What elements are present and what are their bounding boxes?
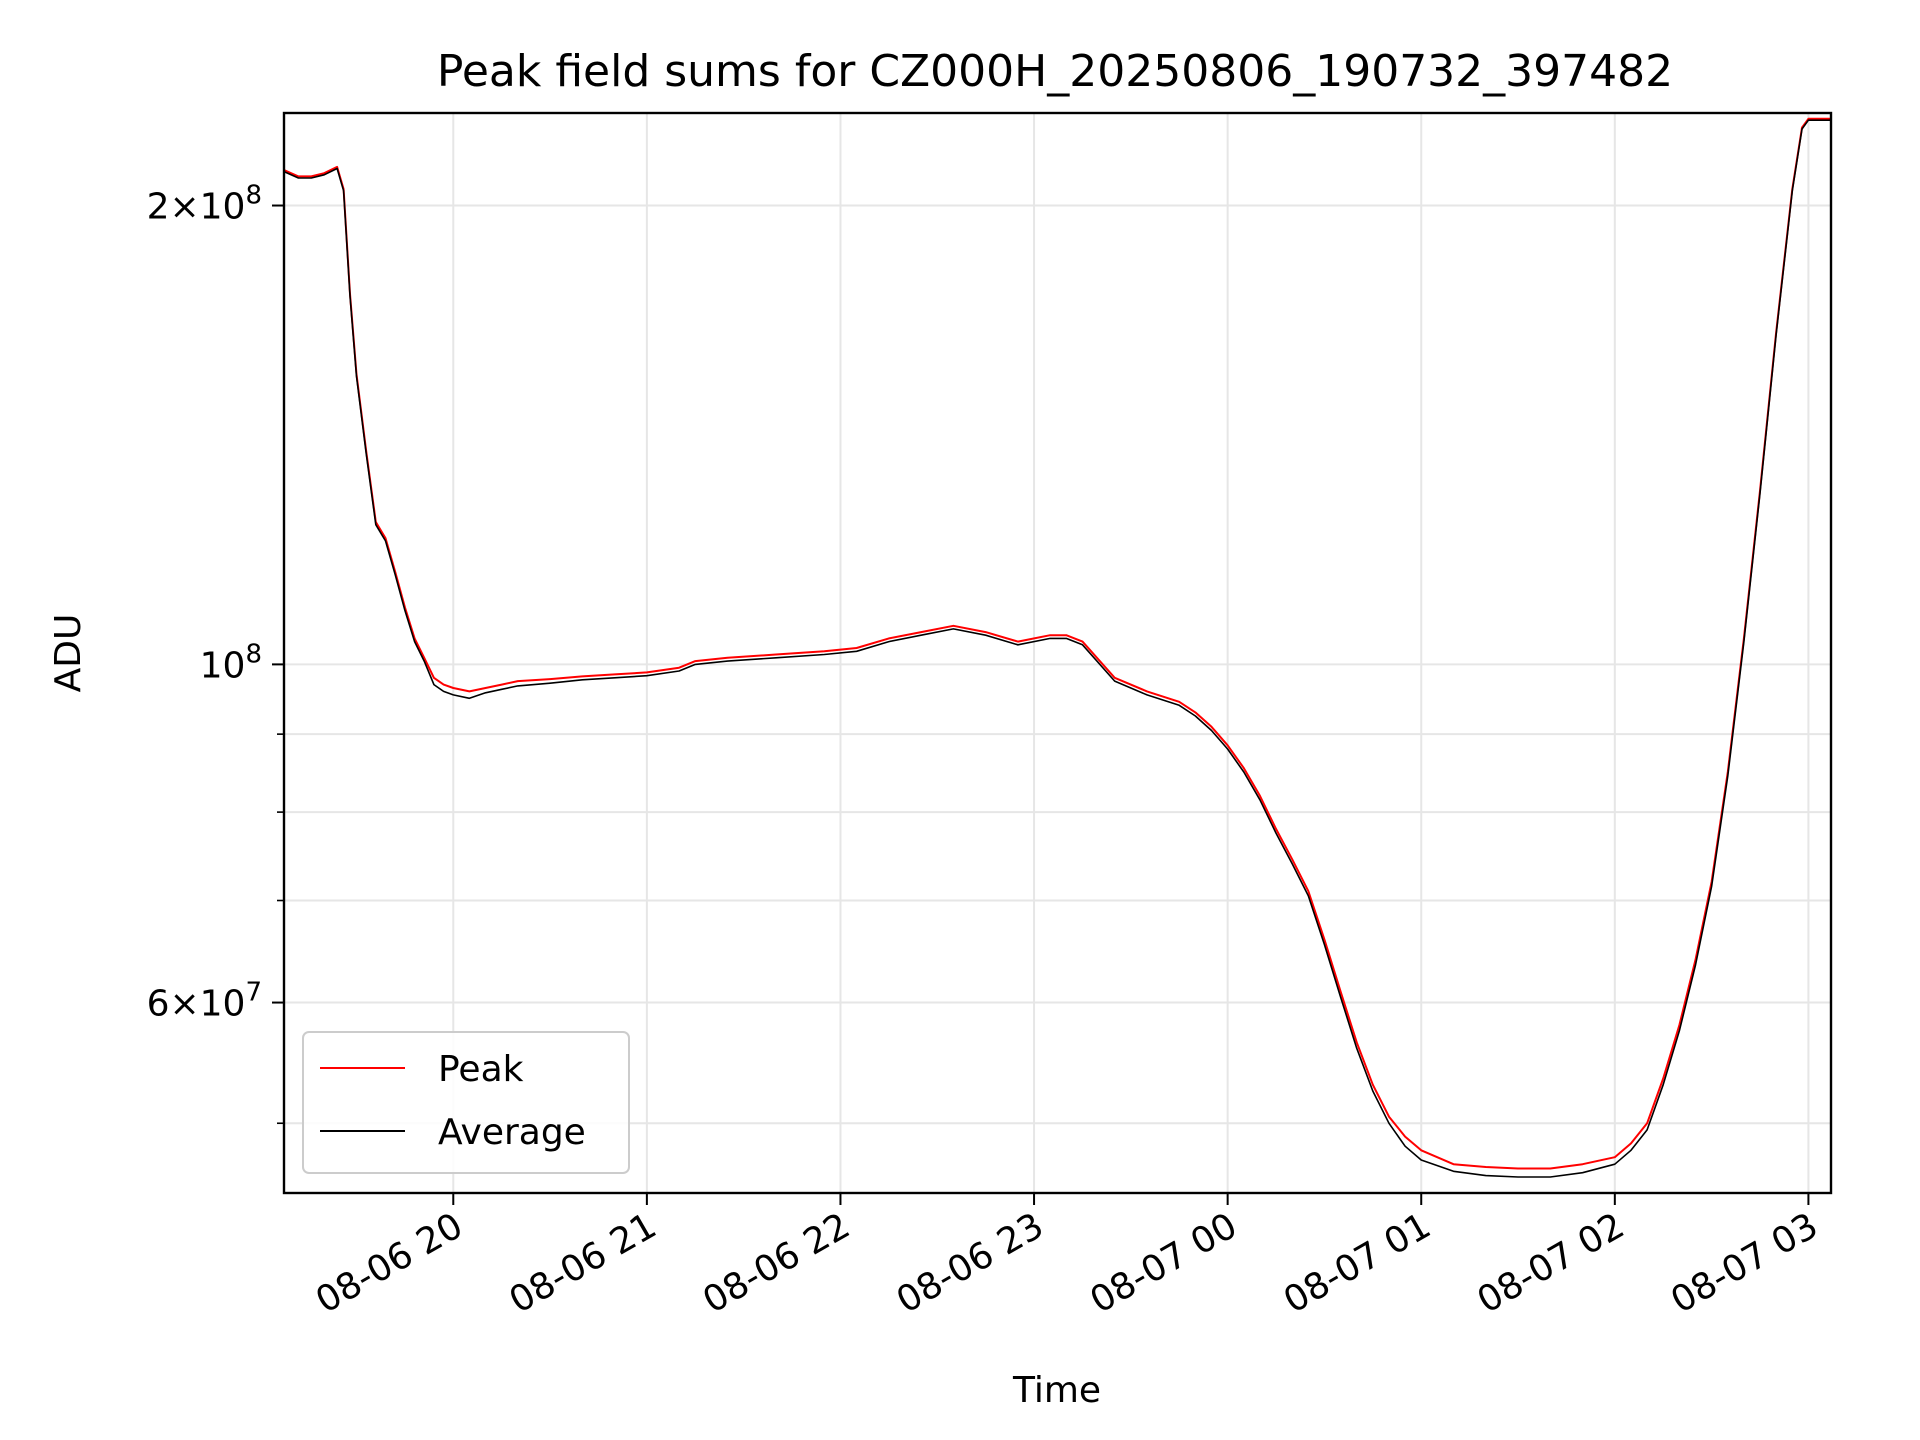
legend-label-peak: Peak [438, 1049, 524, 1090]
y-tick-label: 108 [200, 639, 262, 686]
series-line-average [284, 119, 1831, 1178]
chart-title: Peak field sums for CZ000H_20250806_1907… [437, 46, 1673, 97]
series-lines [284, 117, 1831, 1178]
y-tick-label: 6×107 [147, 978, 262, 1025]
x-axis-label: Time [1012, 1370, 1101, 1411]
y-axis: 6×107 108 2×108 [147, 181, 284, 1125]
series-line-peak [284, 117, 1831, 1170]
legend: Peak Average [302, 1031, 630, 1174]
plot-frame [282, 111, 1833, 1195]
y-tick-label: 2×108 [147, 181, 262, 228]
y-axis-label: ADU [48, 614, 89, 693]
legend-label-average: Average [438, 1112, 586, 1153]
grid [284, 113, 1831, 1193]
